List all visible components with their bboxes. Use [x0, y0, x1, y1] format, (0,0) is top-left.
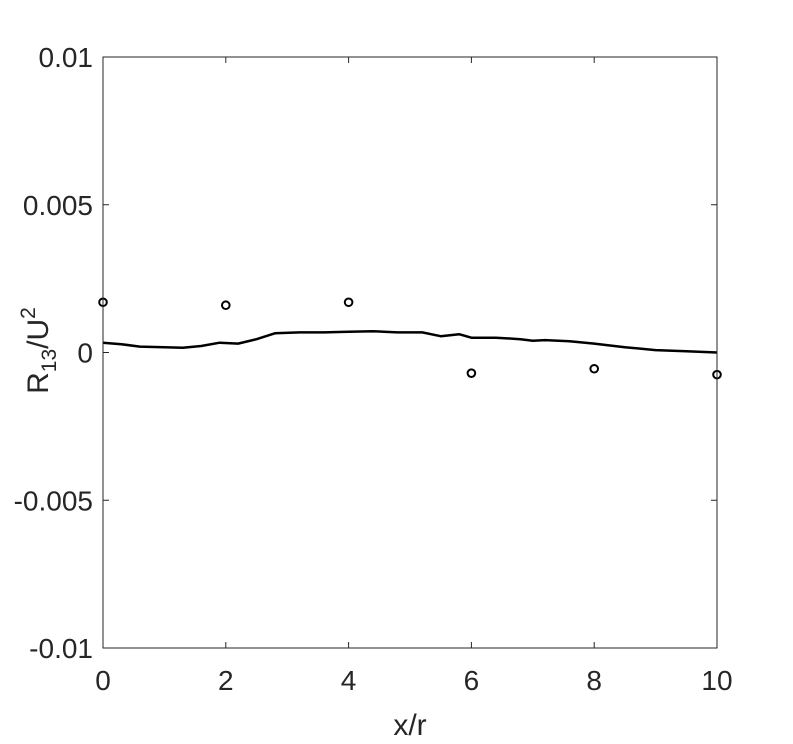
y-tick-label: 0 [77, 338, 93, 369]
data-point-marker [589, 363, 600, 374]
x-tick-label: 6 [464, 665, 480, 696]
x-tick-label: 2 [218, 665, 234, 696]
y-label-subscript: 13 [38, 349, 61, 372]
x-tick-label: 4 [341, 665, 357, 696]
y-axis-label: R13/U2 [17, 307, 61, 394]
y-tick-label: 0.005 [23, 190, 93, 221]
x-tick-label: 0 [95, 665, 111, 696]
x-tick-label: 8 [586, 665, 602, 696]
axis-ticks [102, 56, 718, 649]
series-line [102, 329, 718, 354]
y-tick-label: -0.005 [14, 485, 93, 516]
y-tick-label: 0.01 [39, 42, 94, 73]
tick-labels: 0 2 4 6 8 10 -0.01 -0.005 0 0.005 0.01 [14, 42, 733, 696]
plot-series [98, 297, 722, 380]
data-point-marker [466, 368, 477, 378]
y-label-base: R [22, 372, 55, 394]
y-label-middle: /U [22, 319, 55, 349]
y-tick-label: -0.01 [29, 633, 93, 664]
x-axis-label: x/r [393, 709, 426, 742]
x-tick-label: 10 [701, 665, 732, 696]
data-point-marker [343, 297, 354, 308]
data-point-marker [221, 300, 231, 311]
plot-area-box [102, 56, 718, 649]
y-label-superscript: 2 [17, 307, 40, 319]
